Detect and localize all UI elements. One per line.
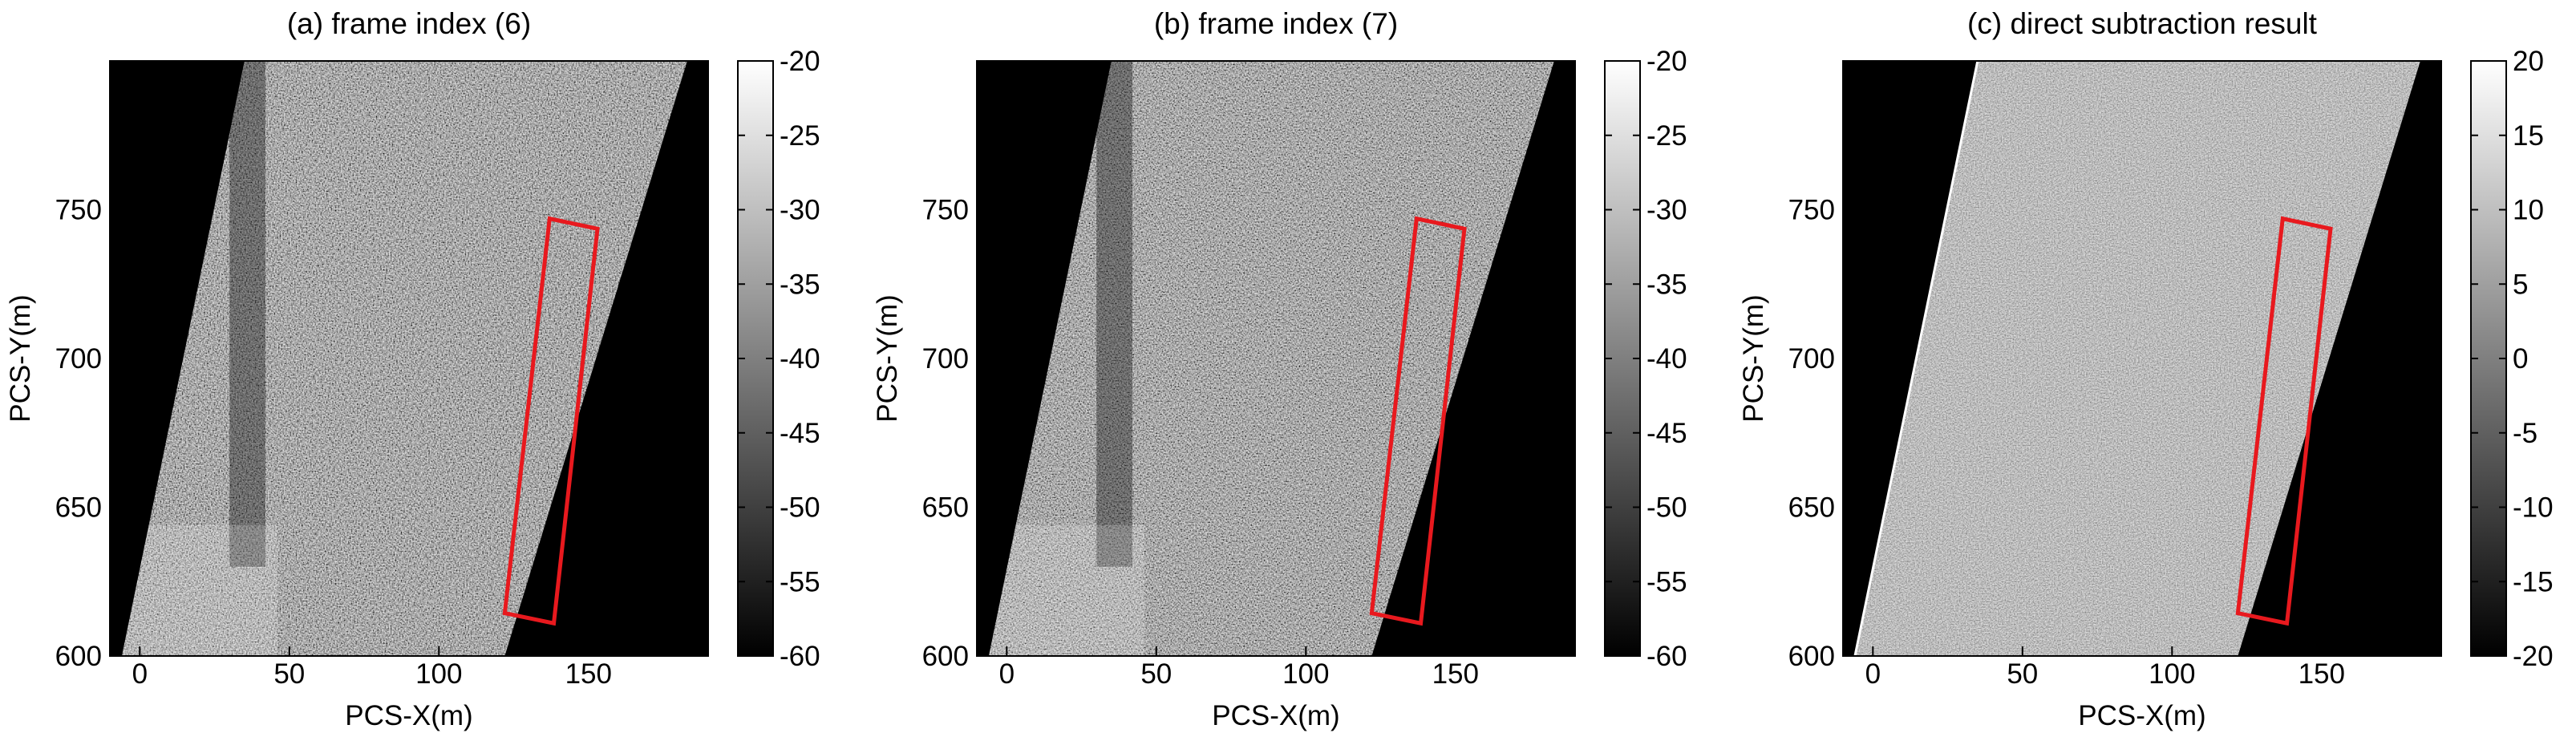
colorbar-tick-label: -15 (2513, 566, 2554, 597)
x-tick-label: 50 (1140, 658, 1172, 690)
colorbar-tick-label: 15 (2513, 120, 2544, 152)
colorbar-tick-label: -60 (780, 641, 820, 672)
panel: 0 50 100 150 600 650 700 750 (a) frame index (6)… (5, 7, 820, 731)
x-tick-label: 150 (2299, 658, 2345, 690)
y-tick-label: 750 (922, 195, 969, 226)
x-tick-label: 150 (565, 658, 612, 690)
x-tick-label: 0 (1865, 658, 1881, 690)
y-tick-label: 600 (1788, 641, 1835, 672)
colorbar-tick-label: -50 (780, 492, 820, 524)
highlight-box (502, 216, 600, 626)
colorbar-tick-label: -25 (1646, 120, 1687, 152)
colorbar-tick-label: -35 (780, 269, 820, 300)
x-tick-label: 0 (999, 658, 1015, 690)
y-tick-label: 750 (55, 195, 102, 226)
image-edge (1853, 60, 1979, 657)
x-tick-label: 150 (1432, 658, 1479, 690)
colorbar-tick-label: -55 (780, 566, 820, 597)
y-tick-label: 650 (922, 492, 969, 524)
colorbar-tick-label: -40 (780, 343, 820, 375)
x-axis-label: PCS-X(m) (2078, 700, 2205, 731)
colorbar-tick-label: -20 (2513, 641, 2554, 672)
y-tick-label: 750 (1788, 195, 1835, 226)
image-bright (988, 524, 1144, 656)
colorbar-tick-label: -25 (780, 120, 820, 152)
highlight-box (2235, 216, 2333, 626)
y-tick-label: 600 (922, 641, 969, 672)
chart-title: (b) frame index (7) (1154, 7, 1398, 40)
x-tick-label: 0 (132, 658, 148, 690)
image-shade (1096, 61, 1132, 567)
colorbar-tick-label: -35 (1646, 269, 1687, 300)
colorbar-tick-label: -55 (1646, 566, 1687, 597)
colorbar-tick-label: -45 (1646, 418, 1687, 449)
x-tick-label: 100 (1282, 658, 1329, 690)
x-axis-label: PCS-X(m) (345, 700, 472, 731)
y-axis-label: PCS-Y(m) (872, 294, 903, 422)
y-tick-label: 650 (1788, 492, 1835, 524)
colorbar-tick-label: -30 (1646, 195, 1687, 226)
colorbar-tick-label: 10 (2513, 195, 2544, 226)
y-axis-label: PCS-Y(m) (1738, 294, 1769, 422)
colorbar-tick-label: -40 (1646, 343, 1687, 375)
colorbar-tick-label: -50 (1646, 492, 1687, 524)
colorbar-tick-label: -45 (780, 418, 820, 449)
panel: 0 50 100 150 600 650 700 750 (b) frame index (7)… (872, 7, 1687, 731)
image-bright (121, 524, 277, 656)
chart-title: (c) direct subtraction result (1967, 7, 2318, 40)
image-shade (229, 61, 265, 567)
y-tick-label: 700 (55, 343, 102, 375)
x-tick-label: 100 (415, 658, 462, 690)
x-axis-label: PCS-X(m) (1212, 700, 1339, 731)
colorbar-tick-label: -20 (1646, 46, 1687, 77)
colorbar-tick-label: -10 (2513, 492, 2554, 524)
x-tick-label: 50 (2007, 658, 2038, 690)
y-axis-label: PCS-Y(m) (5, 294, 36, 422)
colorbar-tick-label: -20 (780, 46, 820, 77)
colorbar-tick-label: -60 (1646, 641, 1687, 672)
colorbar-tick-label: -5 (2513, 418, 2538, 449)
y-tick-label: 700 (922, 343, 969, 375)
highlight-box (1369, 216, 1467, 626)
y-tick-label: 650 (55, 492, 102, 524)
x-tick-label: 50 (273, 658, 305, 690)
colorbar-tick-label: 20 (2513, 46, 2544, 77)
chart-title: (a) frame index (6) (287, 7, 531, 40)
y-tick-label: 700 (1788, 343, 1835, 375)
colorbar-tick-label: 5 (2513, 269, 2528, 300)
colorbar-tick-label: -30 (780, 195, 820, 226)
x-tick-label: 100 (2149, 658, 2195, 690)
colorbar-tick-label: 0 (2513, 343, 2528, 375)
y-tick-label: 600 (55, 641, 102, 672)
